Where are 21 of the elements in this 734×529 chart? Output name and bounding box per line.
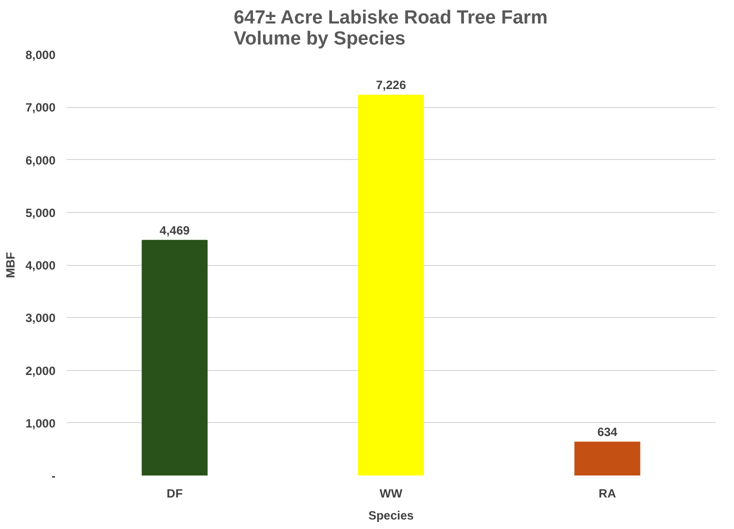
y-tick-label: 1,000 <box>25 416 56 430</box>
data-label: 7,226 <box>376 78 406 92</box>
bar <box>142 240 208 476</box>
x-tick-label: RA <box>598 486 616 500</box>
y-tick-label: 5,000 <box>25 206 56 220</box>
y-tick-label: 2,000 <box>25 364 56 378</box>
data-label: 634 <box>597 425 618 440</box>
bar <box>358 94 424 476</box>
chart-title: 647± Acre Labiske Road Tree Farm Volume by Species <box>234 8 548 50</box>
x-tick-label: WW <box>380 486 403 500</box>
x-axis-title: Species <box>368 508 414 522</box>
y-tick-label: 6,000 <box>25 153 56 168</box>
bar <box>574 442 640 476</box>
x-tick-label: DF <box>166 486 183 500</box>
data-label: 4,469 <box>160 223 190 238</box>
y-tick-label: 7,000 <box>25 100 56 115</box>
y-tick-label: 3,000 <box>25 311 56 326</box>
y-tick-label: 8,000 <box>25 48 56 62</box>
y-tick-label: 4,000 <box>25 258 56 272</box>
y-tick-label: - <box>52 469 56 483</box>
y-axis-title: MBF <box>3 252 18 278</box>
